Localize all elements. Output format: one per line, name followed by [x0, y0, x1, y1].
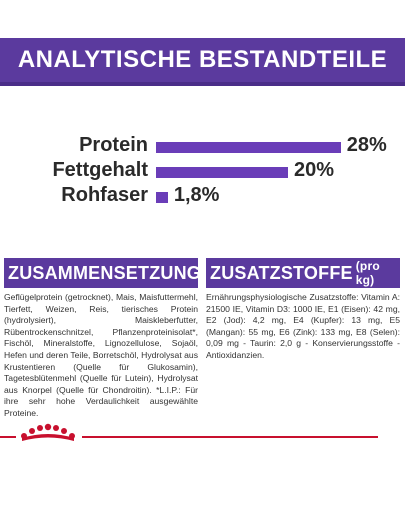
- composition-title: ZUSAMMENSETZUNG: [8, 262, 201, 283]
- composition-header: ZUSAMMENSETZUNG: [4, 258, 201, 288]
- nutrient-label-protein: Protein: [79, 134, 148, 156]
- additives-title: ZUSATZSTOFFE: [210, 262, 353, 283]
- nutrient-bar-fettgehalt: [156, 167, 288, 178]
- footer-line-left: [0, 436, 16, 438]
- composition-text: Geflügelprotein (getrocknet), Mais, Mais…: [4, 292, 198, 418]
- nutrient-value-fettgehalt: 20%: [294, 159, 335, 181]
- page-title: ANALYTISCHE BESTANDTEILE: [17, 46, 388, 73]
- additives-header: ZUSATZSTOFFE (pro kg): [206, 258, 400, 288]
- nutrient-label-fettgehalt: Fettgehalt: [52, 159, 148, 181]
- nutrient-bar-rohfaser: [156, 192, 168, 203]
- nutrient-value-protein: 28%: [346, 134, 387, 156]
- header-band: [0, 38, 405, 86]
- nutrient-bar-protein: [156, 142, 341, 153]
- nutrient-value-rohfaser: 1,8%: [173, 184, 220, 206]
- footer-line: [82, 436, 378, 438]
- additives-text: Ernährungsphysiologische Zusatzstoffe: V…: [206, 292, 400, 360]
- royal-canin-crown-icon: [21, 423, 75, 441]
- additives-unit: (pro kg): [355, 259, 380, 287]
- nutrient-label-rohfaser: Rohfaser: [61, 184, 148, 206]
- header-band-accent: [0, 82, 405, 86]
